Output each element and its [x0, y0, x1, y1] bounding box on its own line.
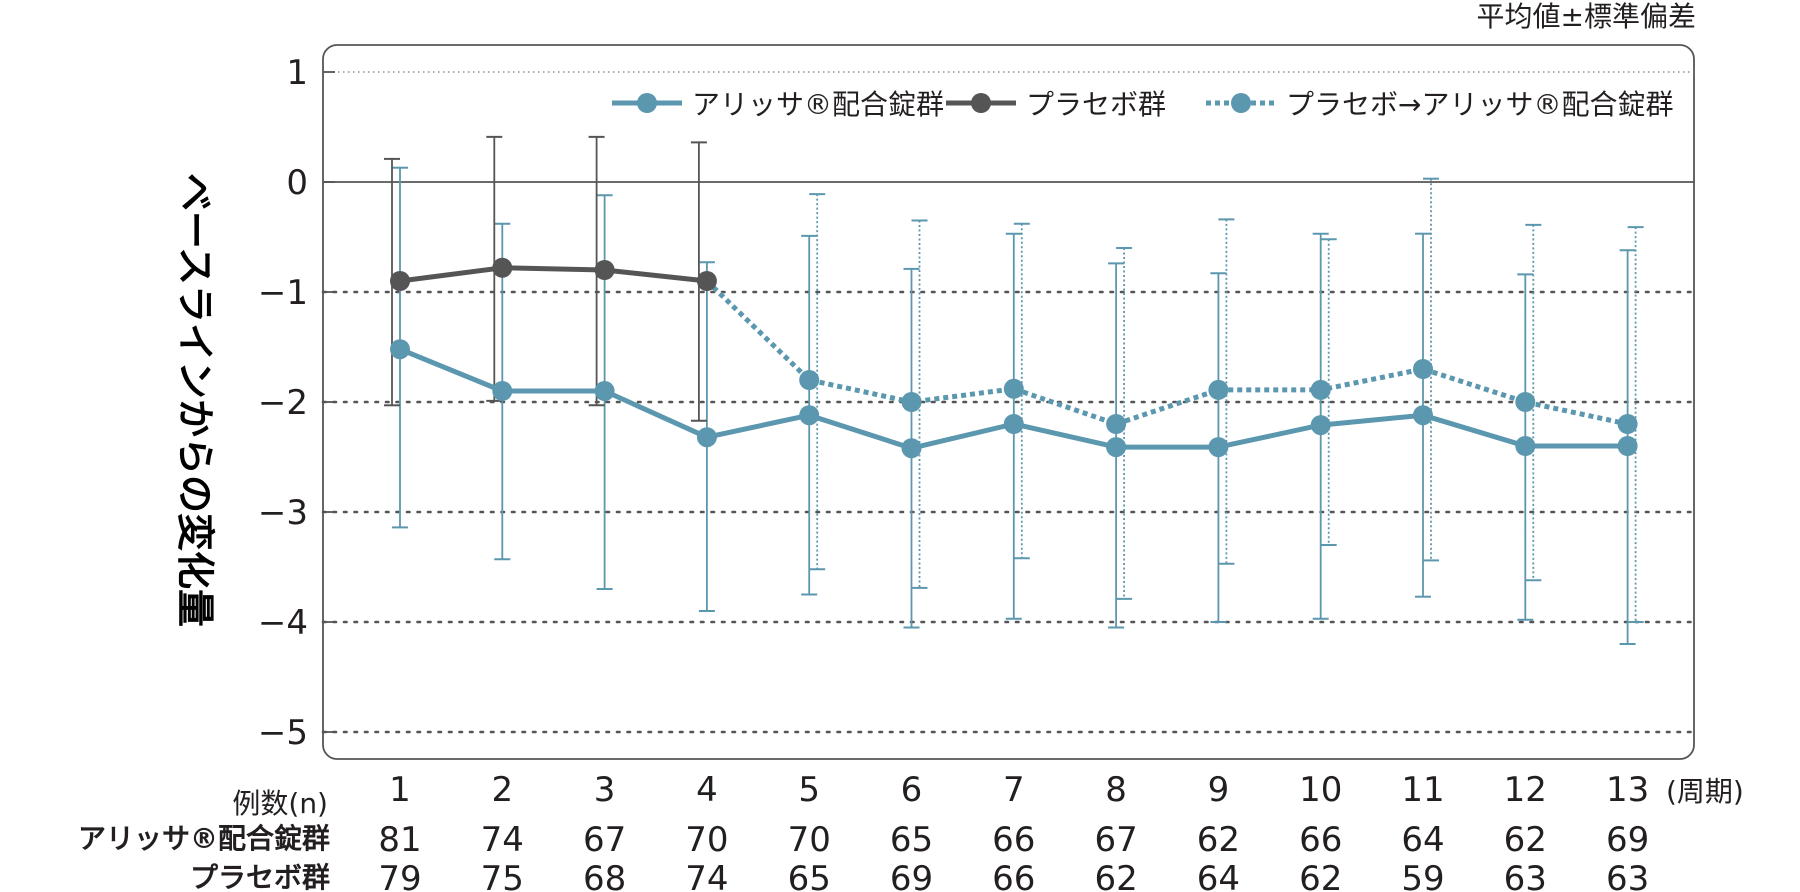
data-point: [799, 405, 820, 426]
data-point: [594, 260, 615, 280]
data-point: [1515, 436, 1536, 456]
data-point: [390, 271, 410, 291]
data-point: [901, 392, 922, 412]
x-tick-label: 10: [1299, 770, 1342, 810]
sample-size-cell: 63: [1504, 859, 1547, 892]
x-tick-label: 7: [1003, 770, 1025, 810]
y-tick-label: −4: [258, 603, 308, 643]
data-point: [1003, 414, 1024, 434]
data-point: [1617, 414, 1638, 434]
legend-marker: [637, 93, 657, 113]
x-tick-label: 12: [1504, 770, 1547, 810]
sample-size-cell: 64: [1401, 820, 1444, 860]
data-point: [1208, 437, 1229, 458]
y-tick-label: −5: [258, 713, 308, 753]
data-point: [1106, 414, 1127, 434]
data-point: [1208, 379, 1229, 400]
data-point: [1515, 392, 1536, 412]
sample-size-cell: 62: [1197, 820, 1240, 860]
x-unit-label: (周期): [1666, 775, 1744, 808]
sample-size-cell: 68: [583, 859, 626, 892]
legend-marker: [971, 93, 991, 113]
sample-size-cell: 62: [1504, 820, 1547, 860]
data-point: [901, 438, 922, 459]
sample-size-cell: 74: [685, 859, 728, 892]
x-tick-label: 11: [1401, 770, 1444, 810]
sample-size-cell: 62: [1299, 859, 1342, 892]
data-point: [1310, 415, 1331, 436]
x-tick-label: 13: [1606, 770, 1649, 810]
legend-label: プラセボ→アリッサ®配合錠群: [1286, 88, 1673, 121]
x-tick-label: 2: [491, 770, 513, 810]
data-point: [1310, 379, 1331, 400]
sample-size-cell: 69: [890, 859, 933, 892]
x-tick-label: 4: [696, 770, 718, 810]
sample-size-cell: 66: [992, 820, 1035, 860]
x-tick-label: 1: [389, 770, 411, 810]
sample-size-cell: 70: [788, 820, 831, 860]
data-point: [390, 339, 410, 360]
legend-label: アリッサ®配合錠群: [692, 88, 944, 121]
sample-size-cell: 81: [378, 820, 421, 860]
y-tick-label: −2: [258, 383, 308, 423]
y-tick-label: −1: [258, 273, 308, 313]
data-point: [1003, 378, 1024, 399]
sample-size-cell: 62: [1094, 859, 1137, 892]
sample-size-cell: 66: [1299, 820, 1342, 860]
data-point: [594, 381, 615, 401]
data-point: [492, 381, 513, 401]
data-point: [696, 427, 717, 448]
sample-size-cell: 67: [583, 820, 626, 860]
y-tick-label: 0: [286, 163, 308, 203]
sample-size-cell: 67: [1094, 820, 1137, 860]
legend-marker: [1231, 93, 1251, 113]
sample-size-cell: 64: [1197, 859, 1240, 892]
sample-size-cell: 74: [481, 820, 524, 860]
y-tick-label: 1: [286, 53, 308, 93]
x-tick-label: 3: [594, 770, 616, 810]
sample-size-cell: 79: [378, 859, 421, 892]
sample-size-row-label: プラセボ群: [190, 861, 330, 892]
x-tick-label: 5: [798, 770, 820, 810]
data-point: [492, 257, 513, 278]
chart-note: 平均値±標準偏差: [1477, 0, 1696, 33]
data-point: [1413, 359, 1433, 379]
sample-size-cell: 59: [1401, 859, 1444, 892]
sample-size-cell: 69: [1606, 820, 1649, 860]
data-point: [1106, 437, 1127, 458]
x-tick-label: 8: [1105, 770, 1127, 810]
sample-size-cell: 63: [1606, 859, 1649, 892]
sample-size-cell: 65: [890, 820, 933, 860]
data-point: [1413, 405, 1433, 426]
sample-size-header: 例数(n): [232, 787, 328, 820]
data-point: [799, 370, 820, 390]
sample-size-cell: 65: [788, 859, 831, 892]
data-point: [1617, 436, 1638, 456]
sample-size-cell: 70: [685, 820, 728, 860]
x-tick-label: 9: [1208, 770, 1230, 810]
series-line: [399, 265, 708, 284]
y-tick-label: −3: [258, 493, 308, 533]
sample-size-cell: 66: [992, 859, 1035, 892]
y-axis-label: ベースラインからの変化量: [173, 173, 217, 627]
x-tick-label: 6: [901, 770, 923, 810]
data-point: [696, 271, 717, 291]
sample-size-cell: 75: [481, 859, 524, 892]
legend-label: プラセボ群: [1026, 88, 1166, 121]
sample-size-row-label: アリッサ®配合錠群: [78, 822, 330, 855]
